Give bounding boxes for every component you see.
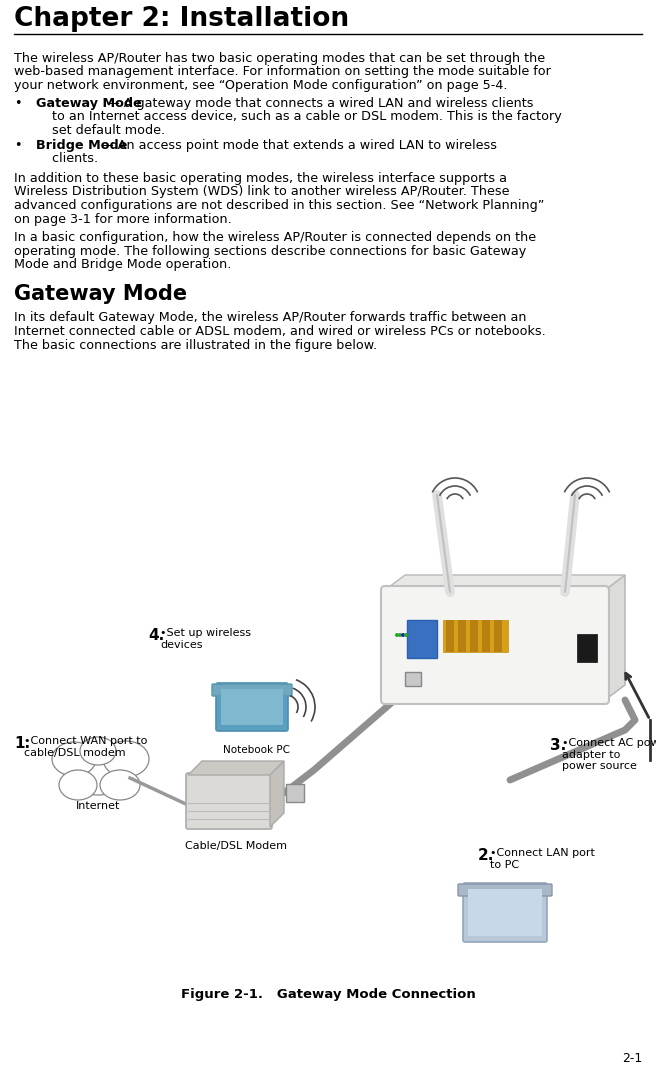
Text: Internet: Internet <box>76 801 120 812</box>
FancyBboxPatch shape <box>458 884 552 896</box>
Text: •Set up wireless
devices: •Set up wireless devices <box>160 628 251 650</box>
Bar <box>468 889 542 936</box>
Bar <box>577 634 597 662</box>
FancyBboxPatch shape <box>186 773 272 829</box>
Text: Gateway Mode: Gateway Mode <box>36 97 142 110</box>
Text: on page 3-1 for more information.: on page 3-1 for more information. <box>14 213 232 226</box>
Text: Cable/DSL Modem: Cable/DSL Modem <box>185 841 287 851</box>
Text: Bridge Mode: Bridge Mode <box>36 140 127 152</box>
Polygon shape <box>188 761 284 775</box>
Text: In its default Gateway Mode, the wireless AP/Router forwards traffic between an: In its default Gateway Mode, the wireles… <box>14 311 527 325</box>
Text: •Connect LAN port
to PC: •Connect LAN port to PC <box>490 848 595 870</box>
Text: 2-1: 2-1 <box>622 1052 642 1065</box>
FancyBboxPatch shape <box>381 586 609 704</box>
Circle shape <box>404 633 408 637</box>
Text: •: • <box>14 140 22 152</box>
Text: Chapter 2: Installation: Chapter 2: Installation <box>14 6 349 32</box>
Text: The wireless AP/Router has two basic operating modes that can be set through the: The wireless AP/Router has two basic ope… <box>14 52 545 65</box>
Text: advanced configurations are not described in this section. See “Network Planning: advanced configurations are not describe… <box>14 199 544 212</box>
Text: 2.: 2. <box>478 848 495 863</box>
Bar <box>446 620 454 652</box>
Text: your network environment, see “Operation Mode configuration” on page 5-4.: your network environment, see “Operation… <box>14 79 508 92</box>
Text: Notebook PC: Notebook PC <box>223 746 290 755</box>
Circle shape <box>401 633 405 637</box>
Polygon shape <box>605 575 625 700</box>
Bar <box>482 620 490 652</box>
FancyBboxPatch shape <box>212 684 292 697</box>
Bar <box>458 620 466 652</box>
Text: to an Internet access device, such as a cable or DSL modem. This is the factory: to an Internet access device, such as a … <box>36 110 562 122</box>
Polygon shape <box>385 575 625 590</box>
Text: 3.: 3. <box>550 738 566 753</box>
Bar <box>470 620 478 652</box>
Text: clients.: clients. <box>36 152 98 165</box>
Text: Mode and Bridge Mode operation.: Mode and Bridge Mode operation. <box>14 258 232 271</box>
Polygon shape <box>270 761 284 828</box>
Text: — An access point mode that extends a wired LAN to wireless: — An access point mode that extends a wi… <box>97 140 497 152</box>
Bar <box>443 620 508 652</box>
Text: 1.: 1. <box>14 736 30 751</box>
Bar <box>407 620 437 658</box>
Ellipse shape <box>103 741 149 777</box>
Bar <box>494 620 502 652</box>
Bar <box>405 672 421 686</box>
Text: Figure 2-1.   Gateway Mode Connection: Figure 2-1. Gateway Mode Connection <box>180 988 476 1001</box>
Bar <box>221 689 283 725</box>
Text: •: • <box>14 97 22 110</box>
Text: web-based management interface. For information on setting the mode suitable for: web-based management interface. For info… <box>14 66 551 79</box>
Text: set default mode.: set default mode. <box>36 124 165 136</box>
Text: In addition to these basic operating modes, the wireless interface supports a: In addition to these basic operating mod… <box>14 173 507 185</box>
FancyBboxPatch shape <box>463 883 547 943</box>
Ellipse shape <box>69 751 127 794</box>
Text: The basic connections are illustrated in the figure below.: The basic connections are illustrated in… <box>14 339 377 351</box>
Bar <box>286 784 304 802</box>
Text: 4.: 4. <box>148 628 164 643</box>
Text: Wireless Distribution System (WDS) link to another wireless AP/Router. These: Wireless Distribution System (WDS) link … <box>14 185 510 198</box>
Circle shape <box>398 633 402 637</box>
Text: Gateway Mode: Gateway Mode <box>14 283 187 304</box>
Circle shape <box>395 633 399 637</box>
Text: •Connect WAN port to
cable/DSL modem: •Connect WAN port to cable/DSL modem <box>24 736 148 757</box>
Text: •Connect AC power
adapter to
power source: •Connect AC power adapter to power sourc… <box>562 738 656 771</box>
Text: Internet connected cable or ADSL modem, and wired or wireless PCs or notebooks.: Internet connected cable or ADSL modem, … <box>14 325 546 338</box>
Ellipse shape <box>80 737 116 765</box>
Text: — A gateway mode that connects a wired LAN and wireless clients: — A gateway mode that connects a wired L… <box>102 97 533 110</box>
FancyBboxPatch shape <box>216 683 288 731</box>
Ellipse shape <box>100 770 140 800</box>
Text: In a basic configuration, how the wireless AP/Router is connected depends on the: In a basic configuration, how the wirele… <box>14 231 536 244</box>
Ellipse shape <box>52 742 96 776</box>
Text: operating mode. The following sections describe connections for basic Gateway: operating mode. The following sections d… <box>14 245 526 258</box>
Ellipse shape <box>59 770 97 800</box>
